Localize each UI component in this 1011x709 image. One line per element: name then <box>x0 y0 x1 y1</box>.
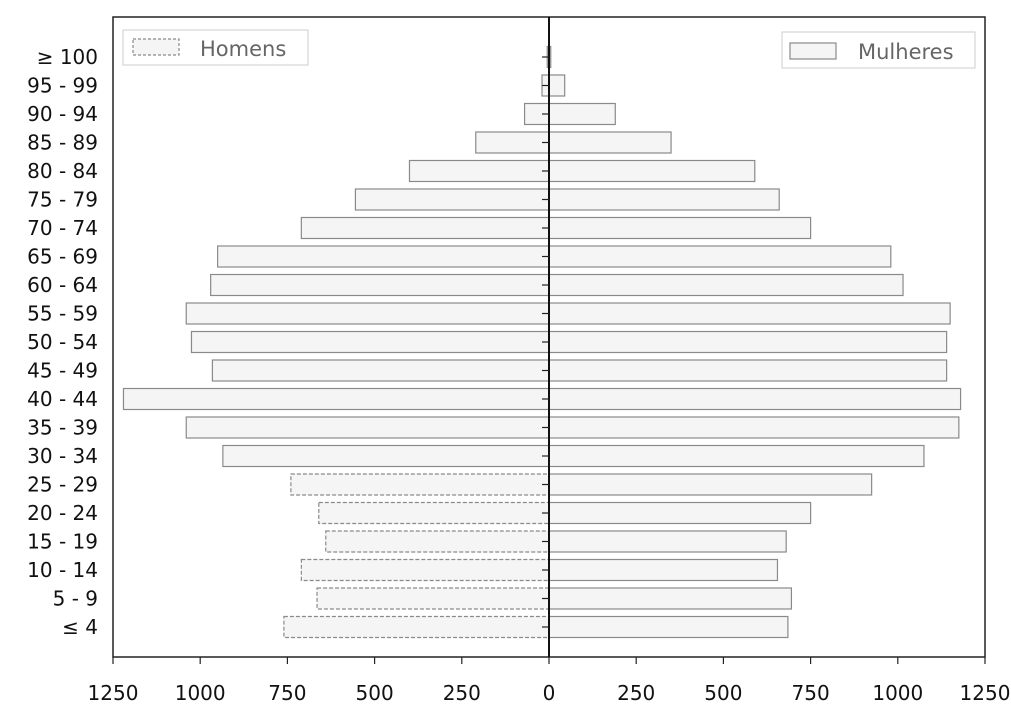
bar-mulheres-25-29 <box>548 473 873 496</box>
y-tick-label-15-19: 15 - 19 <box>27 530 98 554</box>
bar-homens-25-29 <box>290 473 550 496</box>
bar-homens-30-34 <box>222 444 550 468</box>
y-tick-label-le-4: ≤ 4 <box>62 615 98 639</box>
bar-mulheres-55-59 <box>548 302 951 325</box>
legend-mulheres: Mulheres <box>781 31 976 69</box>
x-tick-label-1: 1000 <box>175 681 226 705</box>
x-tick-label-6: 250 <box>617 681 655 705</box>
bar-homens-10-14 <box>300 558 550 582</box>
bar-mulheres-90-94 <box>548 102 616 126</box>
x-tick-label-10: 1250 <box>960 681 1011 705</box>
bar-mulheres-le-4 <box>548 615 789 639</box>
bar-homens-le-4 <box>283 615 550 639</box>
bar-mulheres-5-9 <box>548 587 793 610</box>
y-tick-label-70-74: 70 - 74 <box>27 216 98 240</box>
bar-mulheres-85-89 <box>548 131 672 154</box>
x-tick-label-2: 750 <box>268 681 306 705</box>
x-tick-label-3: 500 <box>356 681 394 705</box>
bar-homens-35-39 <box>185 416 550 439</box>
bar-homens-65-69 <box>217 245 550 268</box>
bar-homens-75-79 <box>354 188 550 211</box>
y-tick-label-ge-100: ≥ 100 <box>37 45 98 69</box>
bar-homens-80-84 <box>408 159 550 183</box>
bar-mulheres-50-54 <box>548 330 948 354</box>
bar-mulheres-15-19 <box>548 530 787 553</box>
y-tick-label-65-69: 65 - 69 <box>27 245 98 269</box>
legend-mulheres-label: Mulheres <box>858 40 954 64</box>
y-tick-label-30-34: 30 - 34 <box>27 444 98 468</box>
bar-homens-5-9 <box>316 587 550 610</box>
bar-homens-45-49 <box>211 359 550 382</box>
bar-mulheres-10-14 <box>548 558 779 582</box>
y-tick-label-60-64: 60 - 64 <box>27 273 98 297</box>
bar-mulheres-60-64 <box>548 273 904 297</box>
y-tick-label-80-84: 80 - 84 <box>27 159 98 183</box>
y-tick-label-75-79: 75 - 79 <box>27 188 98 212</box>
bar-homens-85-89 <box>475 131 550 154</box>
bar-mulheres-70-74 <box>548 216 812 240</box>
bar-homens-55-59 <box>185 302 550 325</box>
bar-homens-20-24 <box>318 501 550 525</box>
x-axis-ticks: 1250 1000 750 500 250 0 250 500 750 1000 1250 <box>88 657 1011 705</box>
y-tick-label-55-59: 55 - 59 <box>27 302 98 326</box>
x-tick-label-7: 500 <box>704 681 742 705</box>
bar-mulheres-75-79 <box>548 188 780 211</box>
y-tick-label-5-9: 5 - 9 <box>53 587 98 611</box>
homens-bars <box>122 45 550 639</box>
x-tick-label-8: 750 <box>792 681 830 705</box>
y-tick-label-45-49: 45 - 49 <box>27 359 98 383</box>
legend-homens-swatch <box>132 38 180 56</box>
bar-homens-40-44 <box>122 387 550 411</box>
bar-mulheres-30-34 <box>548 444 925 468</box>
x-tick-label-5: 0 <box>543 681 556 705</box>
y-tick-label-90-94: 90 - 94 <box>27 102 98 126</box>
legend-mulheres-swatch <box>789 42 837 60</box>
y-tick-label-50-54: 50 - 54 <box>27 330 98 354</box>
y-tick-label-20-24: 20 - 24 <box>27 501 98 525</box>
bar-mulheres-65-69 <box>548 245 892 268</box>
x-tick-label-0: 1250 <box>88 681 139 705</box>
bar-homens-50-54 <box>190 330 550 354</box>
y-axis-ticks: ≤ 4 5 - 9 10 - 14 15 - 19 20 - 24 25 - 29 30 -… <box>27 45 549 639</box>
bar-mulheres-45-49 <box>548 359 948 382</box>
bar-mulheres-40-44 <box>548 387 962 411</box>
mulheres-bars <box>548 45 962 639</box>
y-tick-label-35-39: 35 - 39 <box>27 416 98 440</box>
bar-homens-15-19 <box>325 530 550 553</box>
legend-homens-label: Homens <box>200 37 286 61</box>
bar-mulheres-95-99 <box>548 74 566 97</box>
legend-homens: Homens <box>122 29 309 66</box>
y-tick-label-40-44: 40 - 44 <box>27 387 98 411</box>
y-tick-label-95-99: 95 - 99 <box>27 74 98 98</box>
bar-homens-70-74 <box>300 216 550 240</box>
y-tick-label-25-29: 25 - 29 <box>27 473 98 497</box>
bar-mulheres-35-39 <box>548 416 960 439</box>
bar-homens-60-64 <box>210 273 550 297</box>
y-tick-label-10-14: 10 - 14 <box>27 558 98 582</box>
y-tick-label-85-89: 85 - 89 <box>27 131 98 155</box>
x-tick-label-4: 250 <box>443 681 481 705</box>
x-tick-label-9: 1000 <box>872 681 923 705</box>
bar-mulheres-80-84 <box>548 159 756 183</box>
bar-mulheres-20-24 <box>548 501 812 525</box>
